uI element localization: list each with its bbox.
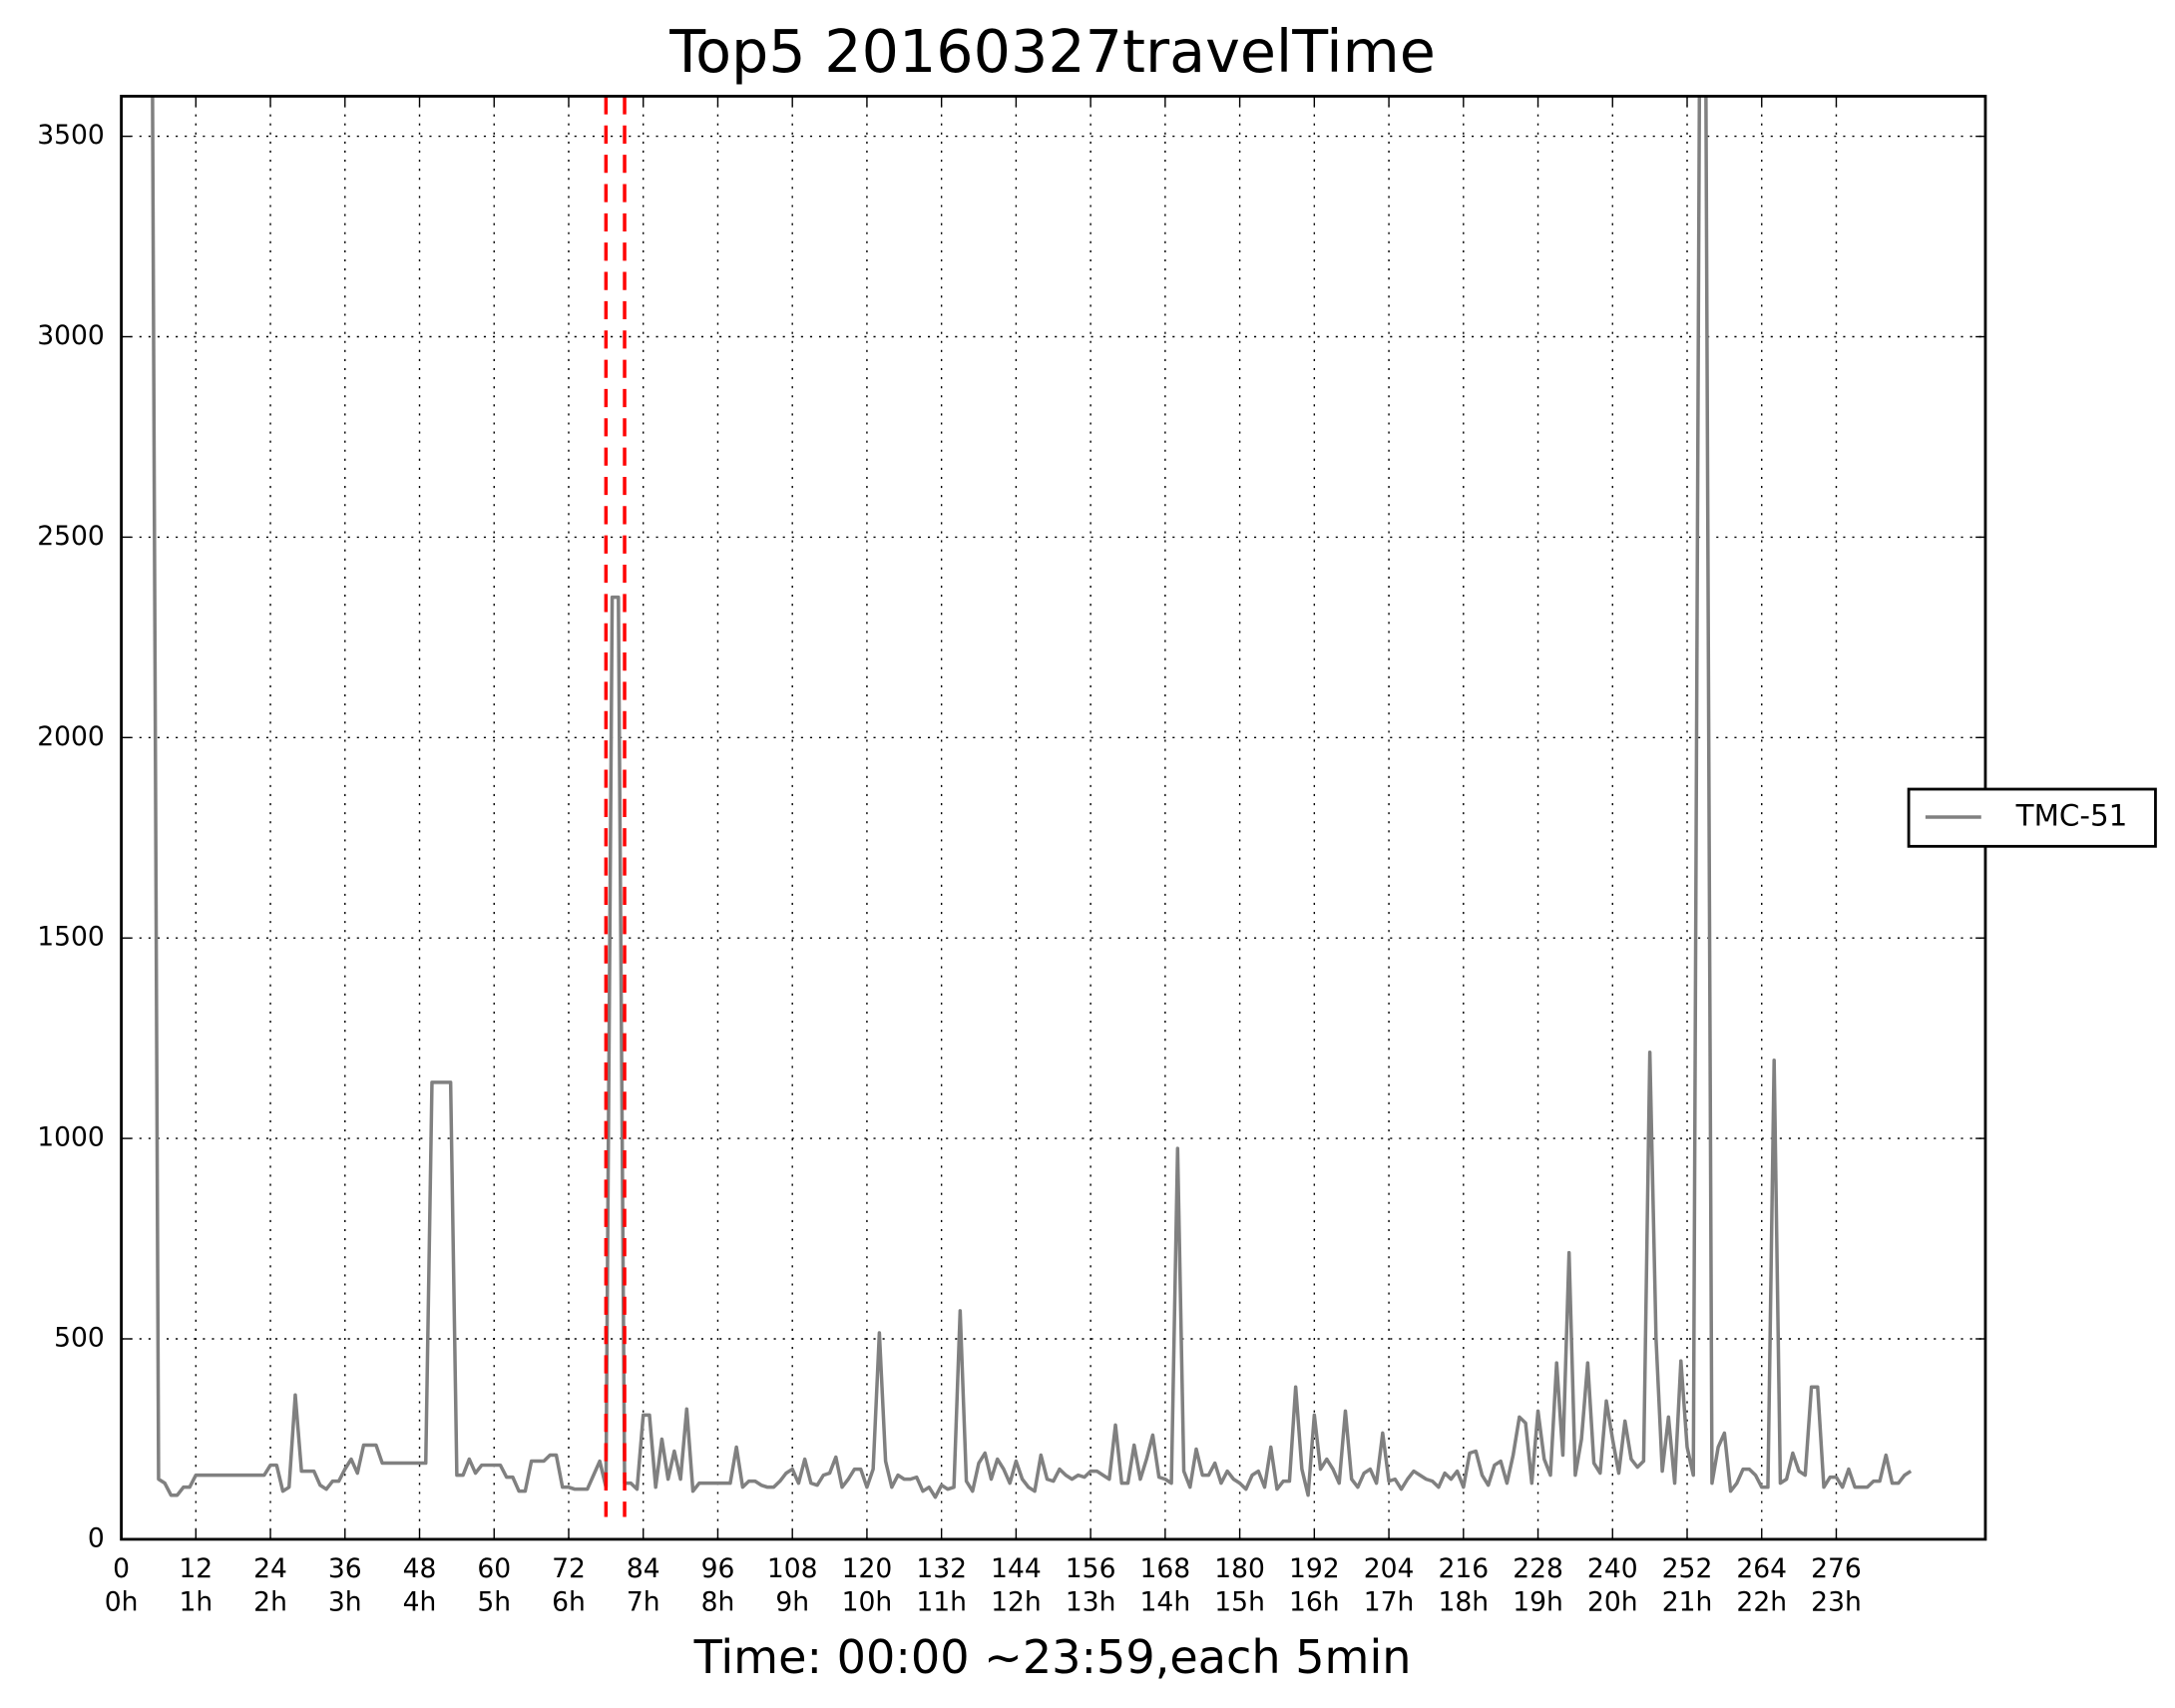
x-tick-label: 12: [179, 1553, 213, 1584]
x-tick-label: 168: [1140, 1553, 1191, 1584]
x-tick-hour: 8h: [701, 1587, 735, 1618]
x-tick-label: 96: [701, 1553, 735, 1584]
x-tick-label: 252: [1662, 1553, 1713, 1584]
y-tick-label: 1000: [37, 1122, 105, 1153]
y-tick-label: 500: [54, 1322, 105, 1353]
x-tick-label: 84: [627, 1553, 660, 1584]
x-tick-hour: 16h: [1289, 1587, 1340, 1618]
x-tick-label: 156: [1066, 1553, 1116, 1584]
x-tick-hour: 5h: [477, 1587, 511, 1618]
x-tick-hour: 14h: [1140, 1587, 1191, 1618]
x-tick-hour: 7h: [627, 1587, 660, 1618]
x-tick-label: 276: [1811, 1553, 1862, 1584]
x-tick-label: 204: [1364, 1553, 1415, 1584]
x-tick-hour: 19h: [1513, 1587, 1563, 1618]
y-tick-label: 0: [88, 1522, 105, 1553]
x-tick-label: 216: [1438, 1553, 1489, 1584]
legend-label: TMC-51: [2015, 798, 2128, 832]
x-tick-hour: 20h: [1587, 1587, 1638, 1618]
x-tick-label: 0: [113, 1553, 130, 1584]
x-tick-hour: 23h: [1811, 1587, 1862, 1618]
data-line: [151, 96, 1913, 1499]
x-tick-label: 60: [477, 1553, 511, 1584]
x-tick-hour: 4h: [403, 1587, 437, 1618]
x-tick-label: 72: [552, 1553, 586, 1584]
x-tick-label: 132: [916, 1553, 967, 1584]
x-tick-hour: 11h: [916, 1587, 967, 1618]
x-tick-hour: 18h: [1439, 1587, 1490, 1618]
y-tick-label: 2500: [37, 521, 105, 552]
x-tick-hour: 17h: [1364, 1587, 1415, 1618]
x-tick-hour: 13h: [1066, 1587, 1116, 1618]
x-tick-hour: 12h: [991, 1587, 1042, 1618]
x-tick-label: 48: [403, 1553, 437, 1584]
x-tick-label: 120: [842, 1553, 893, 1584]
x-tick-label: 108: [767, 1553, 818, 1584]
y-tick-label: 3000: [37, 320, 105, 351]
y-tick-label: 1500: [37, 922, 105, 953]
y-tick-label: 2000: [37, 721, 105, 752]
x-tick-hour: 1h: [179, 1587, 213, 1618]
x-axis-label: Time: 00:00 ~23:59,each 5min: [693, 1630, 1412, 1684]
x-tick-label: 264: [1736, 1553, 1787, 1584]
x-tick-hour: 3h: [328, 1587, 362, 1618]
x-tick-hour: 9h: [775, 1587, 809, 1618]
x-tick-hour: 6h: [552, 1587, 586, 1618]
x-tick-hour: 15h: [1214, 1587, 1265, 1618]
x-tick-hour: 10h: [842, 1587, 893, 1618]
x-tick-label: 192: [1289, 1553, 1340, 1584]
x-tick-hour: 21h: [1662, 1587, 1713, 1618]
x-tick-hour: 0h: [105, 1587, 139, 1618]
x-tick-hour: 2h: [253, 1587, 287, 1618]
x-tick-hour: 22h: [1736, 1587, 1787, 1618]
x-tick-label: 228: [1513, 1553, 1563, 1584]
x-tick-label: 240: [1587, 1553, 1638, 1584]
y-tick-label: 3500: [37, 120, 105, 151]
chart-title: Top5 20160327travelTime: [668, 18, 1436, 86]
x-tick-label: 36: [328, 1553, 362, 1584]
x-tick-label: 24: [253, 1553, 287, 1584]
x-tick-label: 144: [991, 1553, 1042, 1584]
x-tick-label: 180: [1214, 1553, 1265, 1584]
